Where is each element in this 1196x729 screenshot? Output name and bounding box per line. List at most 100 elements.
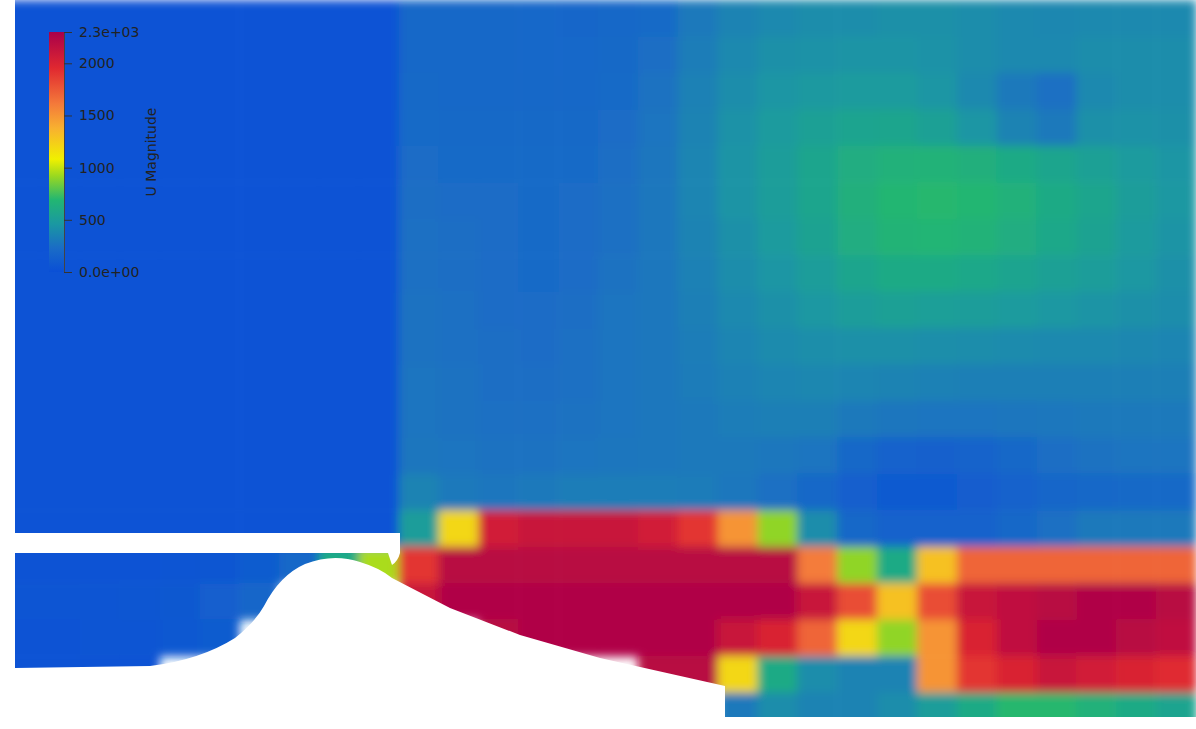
figure: 0.0e+005001000150020002.3e+03U Magnitude <box>0 0 1196 729</box>
cell <box>1037 437 1077 474</box>
cell <box>1076 146 1116 183</box>
cell <box>957 182 997 219</box>
cell <box>1037 365 1077 402</box>
cell <box>478 292 518 329</box>
cell <box>199 0 239 37</box>
cell <box>558 182 598 219</box>
cell <box>478 401 518 438</box>
cell <box>837 0 877 37</box>
cell <box>837 255 877 292</box>
cell <box>439 73 479 110</box>
cell <box>159 109 199 146</box>
cell <box>558 328 598 365</box>
cell <box>718 401 758 438</box>
cell <box>199 73 239 110</box>
cell <box>1156 0 1196 37</box>
cell <box>638 474 678 511</box>
cell <box>199 219 239 256</box>
cell <box>638 0 678 37</box>
cell <box>279 474 319 511</box>
cell <box>1116 583 1156 620</box>
cell <box>877 73 917 110</box>
cell <box>359 36 399 73</box>
cell <box>1116 73 1156 110</box>
cell <box>80 328 120 365</box>
cell <box>159 437 199 474</box>
cell <box>718 182 758 219</box>
cell <box>877 292 917 329</box>
cell <box>279 437 319 474</box>
cell <box>837 547 877 584</box>
cell <box>279 328 319 365</box>
cell <box>598 401 638 438</box>
cell <box>478 146 518 183</box>
tick: 500 <box>64 212 106 228</box>
cell <box>957 401 997 438</box>
cell <box>239 109 279 146</box>
cell <box>239 292 279 329</box>
cell <box>1116 328 1156 365</box>
cell <box>837 510 877 547</box>
cell <box>877 328 917 365</box>
cell <box>1116 474 1156 511</box>
cell <box>957 292 997 329</box>
cell <box>757 437 797 474</box>
cell <box>718 437 758 474</box>
field-cells <box>0 0 1196 729</box>
cell <box>239 474 279 511</box>
cell <box>678 510 718 547</box>
cell <box>997 547 1037 584</box>
cell <box>1037 73 1077 110</box>
cell <box>1037 401 1077 438</box>
cell <box>319 219 359 256</box>
cell <box>638 583 678 620</box>
cell <box>638 109 678 146</box>
cell <box>718 365 758 402</box>
cell <box>1076 36 1116 73</box>
cell <box>678 146 718 183</box>
cell <box>957 73 997 110</box>
cell <box>558 36 598 73</box>
cell <box>359 255 399 292</box>
cell <box>558 547 598 584</box>
cell <box>279 146 319 183</box>
cell <box>159 219 199 256</box>
cell <box>957 0 997 37</box>
cell <box>399 109 439 146</box>
cell <box>40 583 80 620</box>
tick-mark <box>64 32 72 33</box>
cell <box>917 73 957 110</box>
cell <box>359 0 399 37</box>
cell <box>159 474 199 511</box>
cell <box>279 109 319 146</box>
tick-mark <box>64 63 72 64</box>
cell <box>518 73 558 110</box>
cell <box>40 620 80 657</box>
cell <box>1037 0 1077 37</box>
cell <box>837 474 877 511</box>
cell <box>757 401 797 438</box>
cell <box>598 255 638 292</box>
cell <box>319 292 359 329</box>
cell <box>319 36 359 73</box>
cell <box>718 146 758 183</box>
wall <box>0 558 725 729</box>
cell <box>199 583 239 620</box>
cell <box>718 109 758 146</box>
cell <box>917 109 957 146</box>
cell <box>1037 328 1077 365</box>
cell <box>1116 219 1156 256</box>
cell <box>757 474 797 511</box>
cell <box>797 255 837 292</box>
cell <box>518 182 558 219</box>
cell <box>917 146 957 183</box>
cell <box>558 146 598 183</box>
cell <box>518 292 558 329</box>
cell <box>957 109 997 146</box>
cell <box>1037 583 1077 620</box>
cell <box>159 0 199 37</box>
cell <box>757 146 797 183</box>
cell <box>837 437 877 474</box>
cell <box>678 547 718 584</box>
cell <box>1076 401 1116 438</box>
